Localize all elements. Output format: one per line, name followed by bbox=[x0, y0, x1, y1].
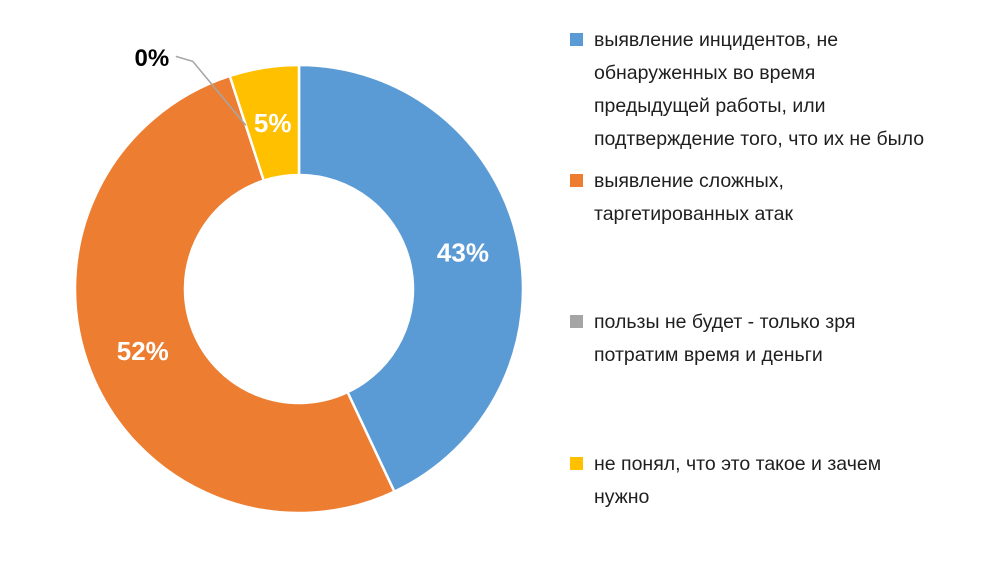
donut-slice-1 bbox=[73, 74, 396, 515]
legend-swatch-icon bbox=[570, 174, 583, 187]
legend-label-line: подтверждение того, что их не было bbox=[594, 128, 925, 150]
chart-legend: выявление инцидентов, не обнаруженных во … bbox=[560, 0, 986, 563]
legend-label-line: выявление сложных, bbox=[594, 170, 784, 192]
legend-label-line: таргетированных атак bbox=[594, 203, 794, 225]
legend-swatch-icon bbox=[570, 315, 583, 328]
data-label-1: 52% bbox=[117, 336, 169, 366]
legend-swatch-icon bbox=[570, 33, 583, 46]
legend-item-3: не понял, что это такое и зачем нужно bbox=[560, 448, 976, 514]
data-label-2: 0% bbox=[135, 45, 170, 72]
legend-item-1: выявление сложных, таргетированных атак bbox=[560, 165, 976, 231]
legend-item-2: пользы не будет - только зря потратим вре… bbox=[560, 306, 976, 372]
donut-slice-0 bbox=[297, 63, 525, 493]
legend-label-line: предыдущей работы, или bbox=[594, 95, 826, 117]
legend-label-line: обнаруженных во время bbox=[594, 62, 816, 84]
legend-swatch-icon bbox=[570, 457, 583, 470]
legend-label-line: пользы не будет - только зря bbox=[594, 311, 856, 333]
legend-label-line: выявление инцидентов, не bbox=[594, 29, 839, 51]
leader-line bbox=[175, 55, 247, 126]
data-label-0: 43% bbox=[437, 237, 489, 267]
donut-chart: 43% 52% 0% 5% bbox=[73, 45, 525, 515]
legend-label-line: не понял, что это такое и зачем bbox=[594, 453, 882, 475]
legend-label-line: нужно bbox=[594, 486, 650, 508]
legend-label-line: потратим время и деньги bbox=[594, 344, 823, 366]
data-label-3: 5% bbox=[254, 108, 292, 138]
donut-slice-3 bbox=[228, 63, 301, 182]
legend-item-0: выявление инцидентов, не обнаруженных во … bbox=[560, 24, 976, 156]
